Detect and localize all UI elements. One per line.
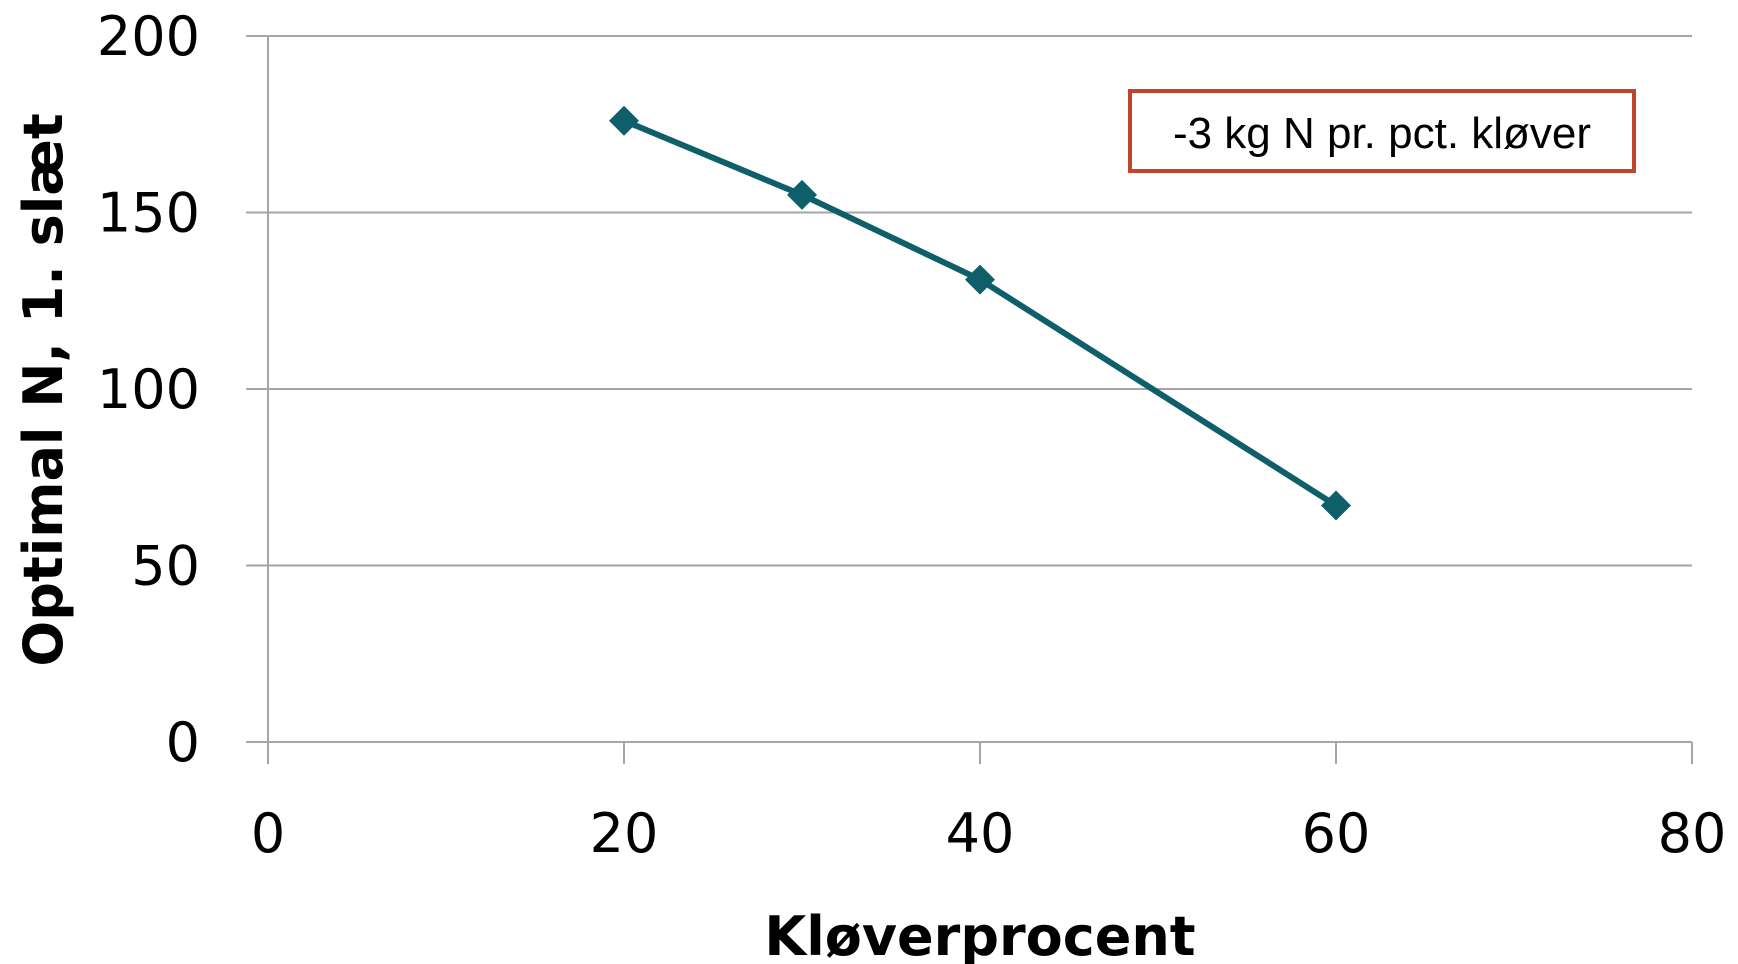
x-tick-labels: 0 20 40 60 80: [251, 802, 1727, 865]
x-tick-label: 0: [251, 802, 285, 865]
x-tick-label: 20: [590, 802, 659, 865]
x-tick-label: 60: [1302, 802, 1371, 865]
y-tick-label: 0: [166, 711, 200, 774]
x-tick-label: 80: [1658, 802, 1727, 865]
y-tick-label: 100: [97, 358, 200, 421]
series-line: [622, 117, 1338, 509]
y-tick-labels: 0 50 100 150 200: [97, 5, 200, 774]
y-tick-label: 50: [131, 535, 200, 598]
y-tick-label: 150: [97, 182, 200, 245]
annotation-border: [1128, 89, 1636, 173]
data-point: [609, 105, 639, 136]
series-layer: [609, 105, 1351, 521]
y-axis-title: Optimal N, 1. slæt: [12, 113, 75, 666]
x-axis-title: Kløverprocent: [764, 905, 1195, 964]
data-point: [965, 264, 995, 295]
x-ticks: [267, 742, 1693, 764]
annotation-box: -3 kg N pr. pct. kløver: [1128, 89, 1636, 173]
data-point: [787, 179, 817, 210]
data-point: [1321, 490, 1351, 521]
y-tick-label: 200: [97, 5, 200, 68]
annotation-text: -3 kg N pr. pct. kløver: [1173, 109, 1591, 158]
x-tick-label: 40: [946, 802, 1015, 865]
gridlines: [246, 35, 1692, 743]
